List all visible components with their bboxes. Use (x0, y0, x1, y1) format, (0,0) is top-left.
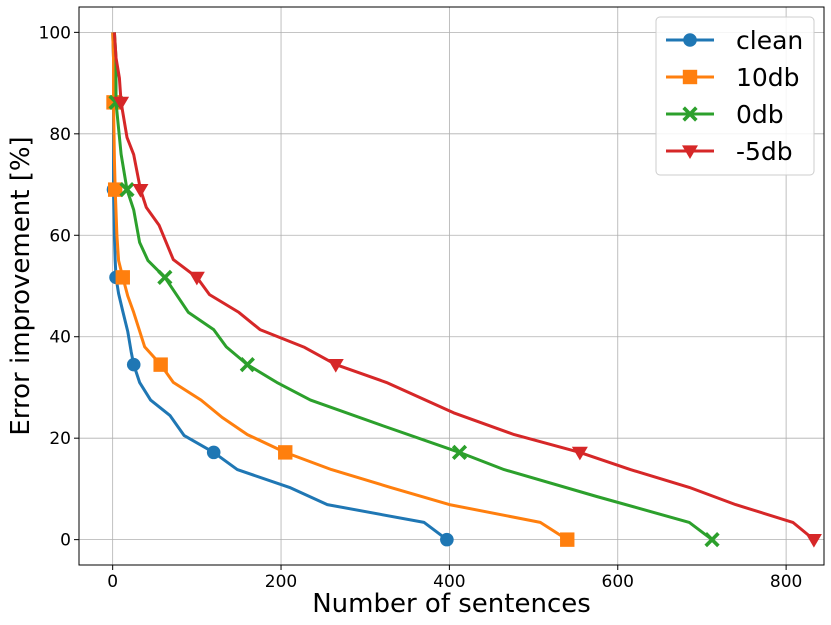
triangle-marker (188, 271, 205, 286)
y-tick-label: 60 (49, 226, 71, 246)
y-tick-label: 20 (49, 429, 71, 449)
triangle-marker (571, 446, 588, 461)
y-tick-label: 40 (49, 328, 71, 348)
plot-frame (78, 6, 825, 566)
circle-legend-marker (683, 33, 697, 47)
series-line (112, 32, 713, 541)
x-marker (119, 182, 135, 198)
square-marker (107, 182, 123, 197)
x-marker (157, 269, 173, 285)
legend-label: clean (736, 26, 803, 55)
series-group (106, 32, 822, 548)
circle-marker (126, 357, 141, 372)
square-marker (153, 357, 168, 372)
series--5db (112, 32, 822, 548)
x-marker (704, 532, 720, 548)
square-marker (115, 270, 130, 285)
legend: clean 10db 0db -5db (655, 16, 815, 176)
x-marker (239, 357, 255, 373)
y-tick-label: 100 (39, 23, 71, 43)
series-clean (106, 32, 454, 547)
axes: 0 200 400 600 800 0 20 40 60 80 100 (39, 23, 803, 592)
triangle-marker (132, 184, 149, 198)
legend-label: 0db (736, 100, 784, 129)
triangle-marker (805, 534, 822, 548)
triangle-legend-marker (682, 145, 698, 159)
legend-entry: 10db (666, 63, 800, 92)
series-line (112, 32, 815, 541)
series-line (111, 32, 448, 541)
series-line (111, 32, 569, 541)
square-marker (560, 532, 575, 547)
x-axis-label: Number of sentences (312, 589, 591, 619)
circle-marker (440, 532, 454, 547)
y-tick-label: 0 (60, 531, 71, 551)
x-tick-label: 200 (265, 572, 297, 592)
circle-marker (206, 445, 221, 460)
x-tick-label: 0 (107, 572, 118, 592)
legend-entry: clean (666, 26, 803, 55)
x-tick-label: 600 (602, 572, 634, 592)
series-0db (108, 32, 720, 548)
legend-label: 10db (736, 63, 800, 92)
y-axis-label: Error improvement [%] (6, 136, 36, 435)
legend-entry: 0db (666, 100, 784, 129)
y-tick-label: 80 (49, 125, 71, 145)
x-tick-label: 800 (770, 572, 802, 592)
square-marker (278, 445, 293, 460)
legend-entry: -5db (666, 137, 793, 166)
triangle-marker (327, 359, 344, 373)
x-legend-marker (682, 106, 698, 122)
x-tick-label: 400 (433, 572, 465, 592)
x-marker (451, 444, 468, 460)
legend-label: -5db (736, 137, 793, 166)
triangle-marker (113, 96, 130, 111)
square-legend-marker (682, 69, 698, 85)
legend-box (655, 16, 815, 176)
